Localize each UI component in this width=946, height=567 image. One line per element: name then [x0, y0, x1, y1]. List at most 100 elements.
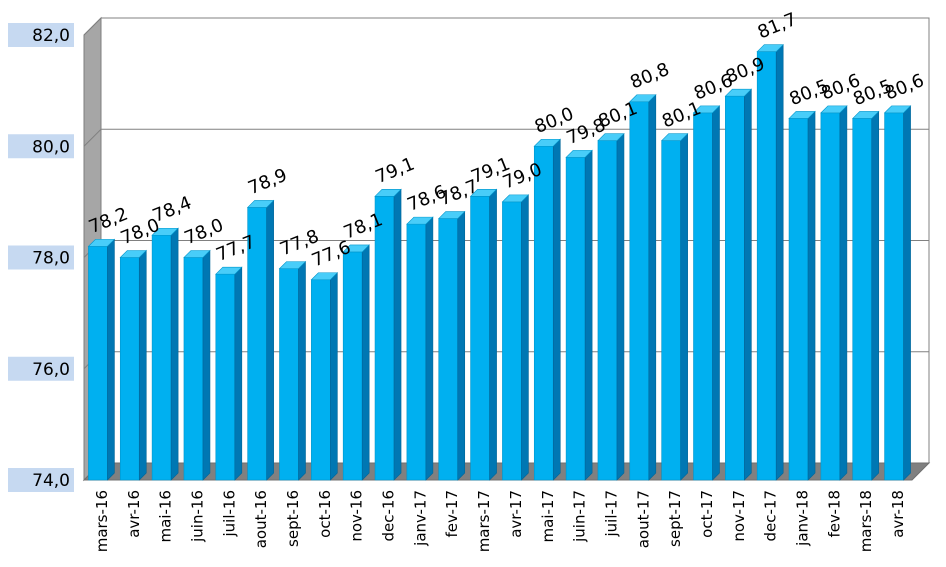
- bar-top: [565, 150, 593, 158]
- bar: [438, 210, 466, 481]
- x-tick-label: aout-17: [634, 490, 652, 548]
- bar-top: [246, 200, 275, 208]
- bar-front: [279, 268, 299, 481]
- x-tick-label: juil-16: [220, 490, 238, 538]
- bar: [501, 194, 530, 481]
- x-tick-label: fev-17: [443, 490, 461, 537]
- y-axis-ticks: 74,0 76,0 78,0 80,0 82,0: [8, 23, 74, 492]
- bar-top: [629, 94, 657, 103]
- bar-front: [597, 140, 618, 481]
- x-tick-label: dec-17: [762, 490, 780, 542]
- x-tick-label: sept-16: [284, 490, 302, 547]
- bars: [87, 43, 912, 481]
- x-tick-label: oct-17: [698, 490, 716, 538]
- bar-side: [584, 149, 593, 481]
- bar-top: [342, 244, 370, 253]
- bar-top: [597, 133, 625, 141]
- bar: [692, 105, 721, 481]
- bar-side: [361, 244, 370, 481]
- bar-top: [310, 272, 339, 281]
- bar-front: [629, 101, 650, 481]
- bar-top: [87, 239, 116, 247]
- bar-side: [170, 227, 179, 481]
- bar-front: [693, 112, 713, 481]
- bar-side: [616, 132, 625, 481]
- bar-top: [374, 189, 402, 197]
- bar-top: [438, 211, 466, 219]
- bar-side: [234, 266, 243, 481]
- bar-side: [138, 249, 147, 481]
- bar: [278, 260, 307, 481]
- bar-side: [903, 105, 911, 481]
- bar-side: [680, 132, 688, 481]
- x-tick-label: avr-16: [125, 490, 143, 538]
- bar-front: [852, 118, 873, 481]
- x-tick-label: sept-17: [666, 490, 684, 547]
- bar: [756, 43, 784, 481]
- bar-side: [839, 105, 848, 481]
- y-tick-label: 82,0: [32, 26, 70, 46]
- bar-top: [692, 105, 721, 114]
- x-axis-labels: mars-16 avr-16 mai-16 juin-16 juil-16 aout-16…: [93, 490, 907, 552]
- x-tick-label: oct-16: [316, 490, 334, 538]
- bar-side: [552, 138, 561, 481]
- bar-front: [565, 157, 586, 481]
- bar-front: [151, 234, 172, 481]
- bar-front: [311, 279, 331, 481]
- bar-side: [202, 249, 211, 481]
- bar-side: [521, 194, 529, 481]
- bar-front: [533, 145, 554, 481]
- bar-top: [756, 44, 784, 52]
- bar: [310, 272, 339, 481]
- bar-top: [119, 250, 147, 258]
- y-tick-bg: [8, 134, 74, 159]
- bar-front: [756, 51, 777, 481]
- bar: [246, 199, 275, 481]
- bar: [597, 132, 625, 481]
- x-tick-label: nov-17: [730, 490, 748, 542]
- bar-front: [406, 223, 427, 481]
- y-tick-bg: [8, 23, 74, 47]
- x-tick-label: dec-16: [380, 490, 398, 542]
- bar: [852, 110, 880, 481]
- bar: [374, 188, 402, 481]
- bar: [788, 110, 816, 481]
- bar-front: [725, 95, 745, 481]
- bar-top: [469, 189, 498, 197]
- x-tick-label: mai-16: [157, 490, 175, 542]
- bar-side: [712, 105, 720, 481]
- x-tick-label: janv-18: [794, 490, 812, 547]
- bar: [87, 238, 116, 481]
- bar-top: [660, 133, 689, 141]
- bar: [533, 138, 561, 481]
- bar-front: [438, 218, 459, 481]
- bar-side: [393, 188, 402, 481]
- bar-front: [342, 251, 363, 481]
- bar: [215, 266, 243, 481]
- bar-front: [661, 140, 681, 481]
- bar-top: [533, 138, 561, 147]
- x-tick-label: janv-17: [411, 490, 429, 547]
- bar-front: [788, 118, 809, 481]
- y-tick-bg: [8, 468, 74, 492]
- bar-side: [266, 199, 274, 481]
- bar-top: [215, 266, 243, 275]
- bar-side: [648, 94, 657, 481]
- bar-front: [374, 196, 395, 481]
- bar: [469, 188, 498, 481]
- bar-side: [871, 110, 880, 481]
- x-tick-label: fev-18: [825, 490, 843, 537]
- bar-top: [852, 111, 880, 119]
- x-tick-label: mars-17: [475, 490, 493, 552]
- x-tick-label: juin-16: [188, 490, 206, 543]
- bar-side: [425, 216, 434, 481]
- bar-side: [107, 238, 115, 481]
- bar: [565, 149, 593, 481]
- bar-front: [502, 201, 522, 481]
- bar: [820, 105, 848, 481]
- x-tick-label: nov-16: [348, 490, 366, 542]
- bar-top: [501, 194, 530, 203]
- bar-side: [298, 260, 306, 481]
- bar-top: [724, 88, 753, 97]
